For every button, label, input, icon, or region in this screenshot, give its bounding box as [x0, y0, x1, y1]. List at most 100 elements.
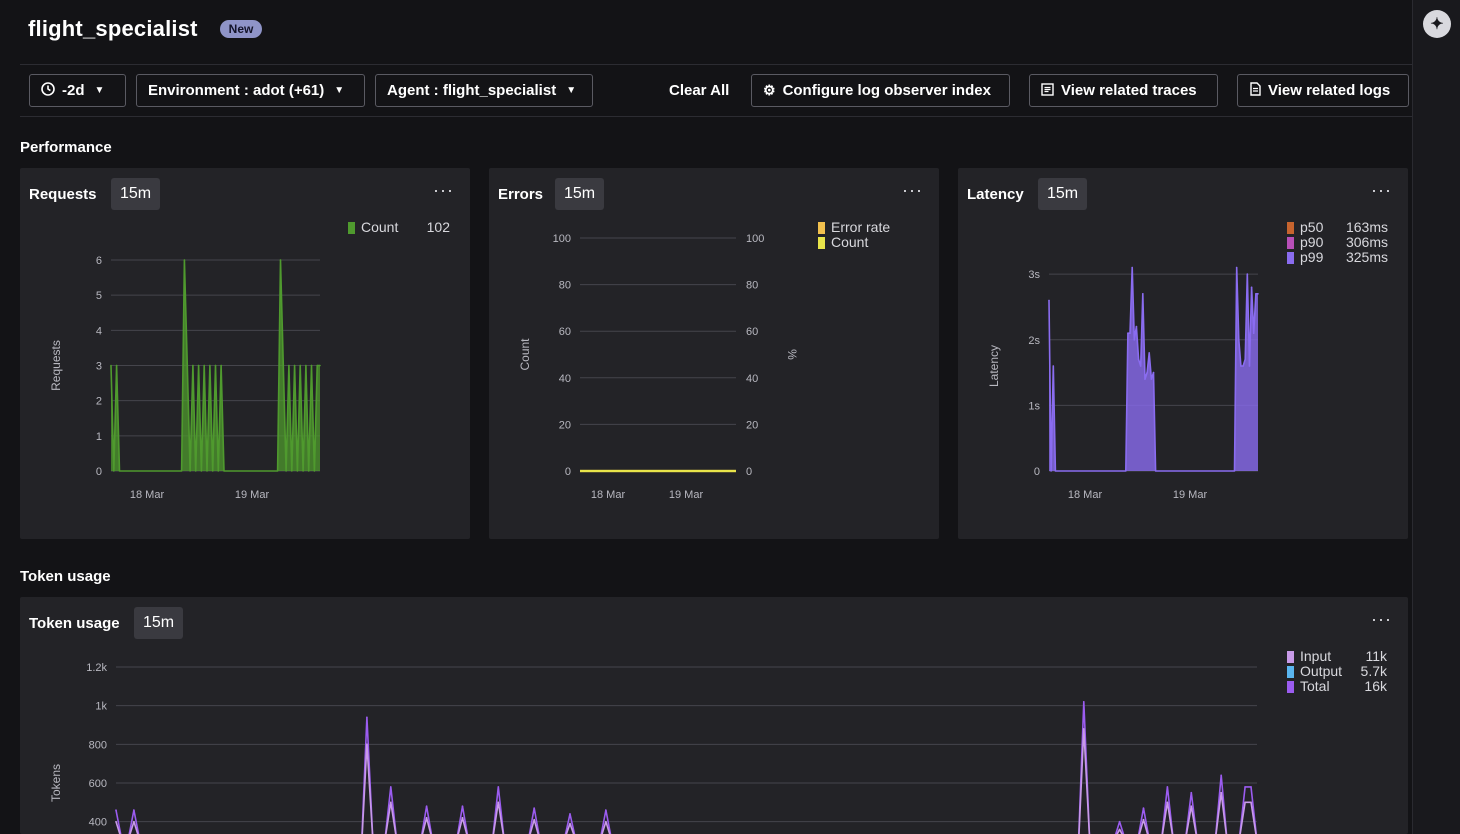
requests-series-point: [305, 364, 307, 367]
legend-label: Total: [1300, 678, 1330, 694]
legend-label: Count: [361, 219, 399, 235]
legend-item: Error rate: [818, 220, 918, 235]
x-tick-label: 19 Mar: [669, 489, 704, 501]
y-axis-label: Tokens: [49, 764, 63, 802]
requests-series-point: [293, 364, 296, 367]
tokens-total-series-point: [1250, 786, 1252, 788]
y2-axis-label: %: [785, 349, 799, 360]
configure-log-observer-button[interactable]: ⚙ Configure log observer index: [751, 74, 1010, 107]
tokens-total-series-point: [1244, 786, 1246, 788]
requests-title: Requests: [29, 186, 97, 203]
requests-series-point: [282, 364, 285, 367]
tokens-input-series-point: [1118, 828, 1121, 831]
latency-p99-series-point: [1252, 332, 1255, 334]
y-tick-label: 1k: [95, 701, 107, 713]
y-tick-label: 100: [553, 233, 571, 245]
legend-item: Count: [818, 235, 918, 250]
x-tick-label: 19 Mar: [235, 489, 270, 501]
tokens-input-series-point: [1166, 801, 1169, 804]
y-axis-label: Count: [518, 338, 532, 371]
legend-swatch: [1287, 221, 1294, 234]
legend-label: Output: [1300, 663, 1343, 679]
more-icon[interactable]: ···: [1371, 180, 1392, 200]
more-icon[interactable]: ···: [433, 180, 454, 200]
requests-series-point: [288, 364, 290, 367]
legend-item: Total 16k: [1287, 679, 1387, 694]
legend-label: p99: [1300, 249, 1324, 265]
latency-p99-series-point: [1244, 358, 1247, 361]
main-content: flight_specialist New -2d ▼ Environment …: [20, 16, 1412, 834]
legend-label: Input: [1300, 648, 1332, 664]
latency-p99-series-point: [1235, 266, 1238, 269]
errors-title: Errors: [498, 186, 544, 203]
latency-card: Latency 15m ··· p50 163ms p90 306ms p99 …: [958, 168, 1408, 539]
legend-value: 163ms: [1345, 219, 1388, 235]
tokens-input-series-point: [389, 801, 392, 804]
requests-interval-pill[interactable]: 15m: [111, 178, 161, 210]
view-related-traces-button[interactable]: View related traces: [1029, 74, 1218, 107]
agent-dropdown[interactable]: Agent : flight_specialist ▼: [375, 74, 593, 107]
more-icon[interactable]: ···: [1371, 609, 1392, 629]
page-title: flight_specialist: [28, 16, 198, 41]
legend-swatch: [1287, 650, 1294, 663]
legend-item: p99 325ms: [1287, 250, 1388, 265]
caret-down-icon: ▼: [334, 85, 345, 96]
agent-label: Agent : flight_specialist: [387, 82, 557, 99]
errors-card: Errors 15m ··· Error rate Count 0 20 40 60 8…: [489, 168, 939, 539]
requests-series-point: [299, 364, 302, 367]
logs-icon: [1249, 82, 1261, 99]
traces-icon: [1041, 82, 1054, 99]
tokens-total-series-point: [389, 786, 392, 788]
more-icon[interactable]: ···: [902, 180, 923, 200]
page-header: flight_specialist New: [28, 16, 263, 42]
y-tick-label: 3: [96, 361, 102, 373]
requests-chart: 0 1 2 3 4 5 6 Requests 18 Mar 19 Mar: [49, 255, 321, 501]
requests-card: Requests 15m ··· Count 102 0 1 2 3 4 5 6 Reques…: [20, 168, 470, 539]
latency-p99-series-point: [1131, 266, 1133, 269]
latency-p99-series-point: [1255, 293, 1257, 295]
latency-p99-series-point: [1242, 365, 1244, 367]
tokens-input-series-point: [461, 817, 464, 819]
y-tick-label: 400: [89, 817, 107, 829]
token-usage-chart: 400 600 800 1k 1.2k Tokens: [49, 662, 1258, 834]
clear-all-link[interactable]: Clear All: [669, 82, 730, 99]
tokens-input-series-point: [533, 818, 535, 821]
legend-item: Input 11k: [1287, 649, 1387, 664]
y-axis-label: Requests: [49, 340, 63, 391]
latency-interval-pill[interactable]: 15m: [1038, 178, 1088, 210]
tokens-series-group: [115, 701, 1258, 834]
y-tick-label: 60: [559, 326, 571, 338]
legend-label: Error rate: [831, 219, 891, 235]
y-tick-label: 1: [96, 431, 102, 443]
latency-p99-series-point: [1142, 293, 1144, 295]
tokens-total-series-point: [605, 809, 607, 811]
tokens-input-series-point: [366, 743, 368, 746]
view-related-logs-button[interactable]: View related logs: [1237, 74, 1409, 107]
x-tick-label: 18 Mar: [1068, 489, 1103, 501]
token-usage-title: Token usage: [29, 615, 120, 632]
latency-p99-series-point: [1144, 378, 1146, 380]
legend-swatch: [1287, 680, 1294, 693]
legend-swatch: [1287, 236, 1294, 249]
time-range-label: -2d: [62, 82, 85, 99]
errors-interval-pill[interactable]: 15m: [555, 178, 605, 210]
legend-value: 11k: [1365, 648, 1387, 664]
latency-p99-series-point: [1257, 293, 1259, 295]
y-tick-label: 20: [559, 419, 571, 431]
legend-label: p90: [1300, 234, 1324, 250]
environment-dropdown[interactable]: Environment : adot (+61) ▼: [136, 74, 365, 107]
sparkle-icon[interactable]: ✦: [1423, 10, 1451, 38]
requests-series-point: [192, 364, 194, 367]
latency-p99-series-point: [1246, 273, 1249, 275]
requests-series-point: [214, 364, 217, 367]
time-range-dropdown[interactable]: -2d ▼: [29, 74, 126, 107]
requests-series-point: [316, 364, 318, 367]
legend-label: Count: [831, 234, 869, 250]
latency-p99-series-point: [1139, 365, 1142, 367]
new-badge: New: [219, 20, 263, 38]
token-usage-interval-pill[interactable]: 15m: [134, 607, 184, 639]
y2-tick-label: 0: [746, 466, 752, 478]
tokens-input-series-point: [1190, 805, 1193, 807]
tokens-total-series-point: [115, 809, 117, 811]
tokens-input-series-point: [1082, 728, 1085, 730]
